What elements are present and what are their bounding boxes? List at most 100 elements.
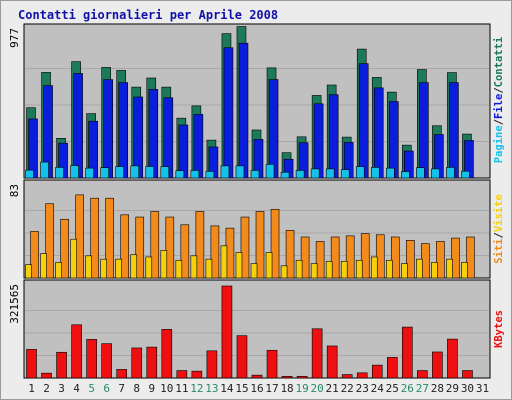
bar-kbytes: [356, 372, 368, 379]
bar-kbytes: [131, 347, 143, 379]
day-label: 21: [326, 382, 339, 395]
day-label: 9: [148, 382, 155, 395]
bar-siti: [130, 254, 138, 279]
hits-panel-legend-entry: File: [493, 94, 505, 119]
bar-siti: [355, 259, 363, 279]
bar-kbytes: [26, 349, 37, 379]
bar-siti: [385, 259, 393, 279]
bar-pagine: [85, 167, 94, 179]
bar-kbytes: [221, 285, 233, 379]
bar-kbytes: [251, 374, 263, 379]
bar-kbytes: [41, 372, 52, 379]
bar-pagine: [130, 165, 140, 179]
bar-visite: [406, 240, 415, 279]
day-label: 16: [250, 382, 263, 395]
bar-visite: [330, 236, 340, 279]
bar-siti: [295, 259, 303, 279]
bar-siti: [145, 256, 153, 279]
bar-pagine: [25, 169, 34, 179]
bar-visite: [135, 216, 145, 279]
bar-pagine: [220, 165, 230, 179]
bar-visite: [285, 230, 295, 279]
bar-pagine: [235, 165, 245, 179]
bar-pagine: [431, 168, 440, 179]
bar-pagine: [265, 164, 275, 179]
day-label: 5: [88, 382, 95, 395]
hits-panel-legend-entry: Contatti: [493, 37, 505, 88]
bar-kbytes: [447, 338, 458, 379]
bar-kbytes: [402, 326, 413, 379]
bar-kbytes: [236, 335, 248, 379]
bar-siti: [115, 258, 123, 279]
bar-kbytes: [191, 370, 203, 379]
bar-siti: [175, 259, 183, 279]
day-label: 25: [386, 382, 399, 395]
day-label: 14: [220, 382, 234, 395]
bar-file: [238, 42, 249, 179]
visits-panel-legend-entry: Siti: [493, 238, 505, 263]
bar-pagine: [295, 170, 305, 179]
bar-pagine: [205, 171, 215, 179]
bar-kbytes: [161, 329, 173, 379]
bar-siti: [370, 256, 378, 279]
kbytes-panel-legend: KBytes: [493, 310, 505, 348]
day-label: 24: [371, 382, 385, 395]
bar-kbytes: [296, 375, 308, 379]
bar-file: [373, 87, 384, 179]
bar-kbytes: [326, 345, 338, 379]
bar-siti: [190, 255, 198, 279]
bar-visite: [300, 236, 310, 279]
day-label: 17: [265, 382, 278, 395]
day-label: 1: [28, 382, 35, 395]
bar-file: [358, 63, 369, 179]
bar-kbytes: [176, 370, 188, 379]
bar-siti: [100, 258, 107, 279]
bar-kbytes: [56, 351, 67, 379]
bar-pagine: [250, 170, 260, 179]
bar-kbytes: [101, 343, 112, 379]
bar-pagine: [70, 165, 79, 179]
day-label: 7: [118, 382, 125, 395]
bar-visite: [60, 218, 69, 279]
bar-visite: [270, 208, 280, 279]
bar-pagine: [280, 171, 290, 179]
hits-panel-legend-entry: /: [493, 87, 505, 93]
bar-pagine: [461, 170, 470, 179]
bar-kbytes: [86, 339, 97, 379]
bar-visite: [180, 224, 190, 279]
day-label: 10: [160, 382, 173, 395]
day-label: 30: [461, 382, 474, 395]
bar-visite: [120, 214, 130, 279]
day-label: 31: [476, 382, 489, 395]
bar-file: [28, 118, 38, 179]
bar-visite: [255, 211, 265, 279]
bar-siti: [40, 253, 47, 279]
bar-file: [388, 101, 399, 179]
bar-siti: [205, 258, 213, 279]
bar-file: [148, 89, 159, 179]
bar-siti: [25, 264, 32, 279]
bar-pagine: [145, 166, 155, 179]
bar-pagine: [175, 170, 185, 179]
bar-pagine: [40, 161, 49, 179]
bar-pagine: [310, 168, 320, 179]
bar-file: [268, 79, 279, 179]
bar-kbytes: [462, 370, 473, 379]
day-label: 3: [58, 382, 65, 395]
bar-visite: [466, 236, 475, 279]
bar-file: [178, 124, 189, 179]
bar-visite: [451, 237, 460, 279]
bar-siti: [70, 238, 77, 279]
bar-visite: [150, 211, 160, 279]
bar-visite: [375, 234, 385, 279]
bar-siti: [280, 265, 288, 279]
bar-siti: [160, 249, 168, 279]
bar-kbytes: [432, 351, 443, 379]
bar-kbytes: [371, 364, 383, 379]
bar-file: [103, 79, 113, 179]
bar-file: [328, 94, 339, 179]
bar-siti: [431, 262, 438, 279]
hits-panel-legend-entry: /: [493, 119, 505, 125]
bar-siti: [310, 263, 318, 279]
